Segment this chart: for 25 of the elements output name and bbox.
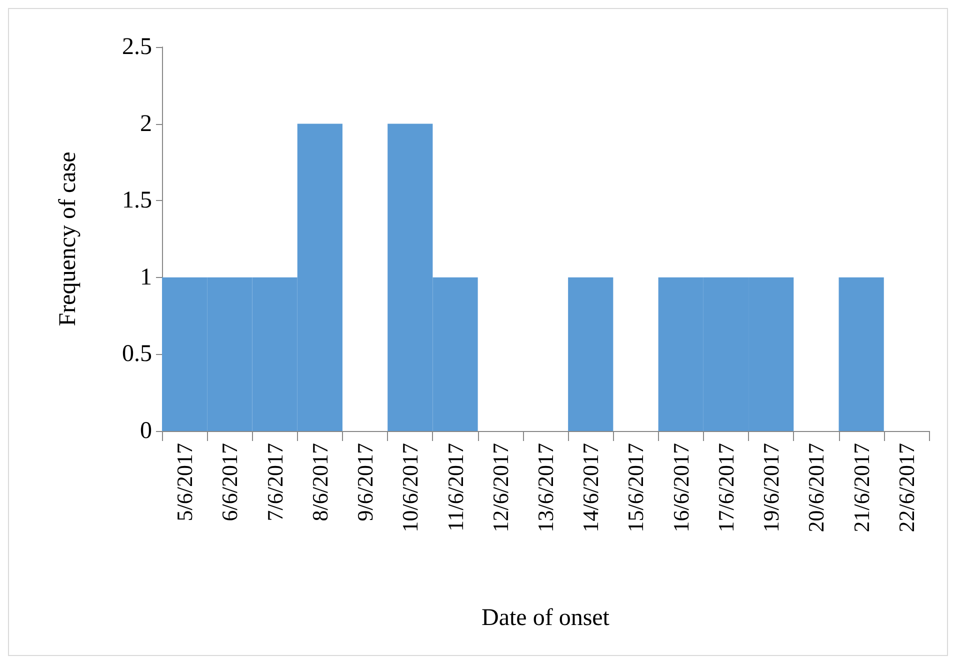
x-tick-label: 20/6/2017 (804, 443, 829, 532)
x-tick-label: 12/6/2017 (488, 443, 513, 532)
x-tick-label: 19/6/2017 (758, 443, 784, 532)
y-tick-label: 1.5 (122, 188, 152, 214)
x-tick-label: 7/6/2017 (262, 443, 288, 522)
x-tick-label: 22/6/2017 (894, 443, 919, 532)
y-tick-label: 0 (140, 418, 152, 444)
x-tick-label: 5/6/2017 (172, 443, 198, 522)
x-tick-label: 8/6/2017 (307, 443, 332, 522)
x-tick-label: 21/6/2017 (848, 443, 874, 532)
x-tick-label: 17/6/2017 (713, 443, 738, 532)
x-axis-title: Date of onset (482, 605, 610, 631)
y-axis-title: Frequency of case (55, 152, 81, 326)
y-tick-label: 0.5 (122, 341, 152, 368)
y-tick-label: 1 (140, 264, 152, 290)
x-tick-label: 6/6/2017 (217, 443, 242, 522)
x-tick-label: 15/6/2017 (623, 443, 648, 532)
x-tick-label: 11/6/2017 (442, 443, 468, 532)
y-tick-label: 2.5 (122, 34, 152, 60)
x-tick-label: 14/6/2017 (578, 443, 604, 532)
x-tick-label: 16/6/2017 (668, 443, 694, 532)
x-tick-label: 10/6/2017 (398, 443, 423, 532)
x-tick-label: 13/6/2017 (533, 443, 558, 532)
y-tick-label: 2 (140, 110, 152, 137)
x-tick-label: 9/6/2017 (352, 443, 378, 522)
